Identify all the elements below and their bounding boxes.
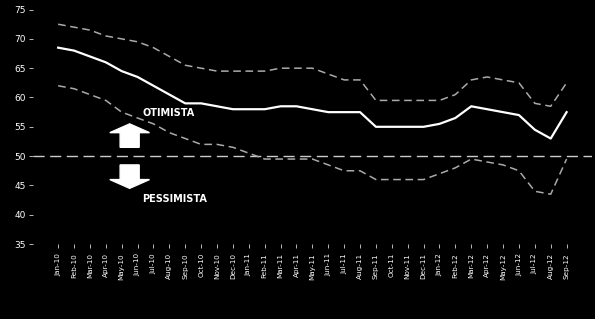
Text: PESSIMISTA: PESSIMISTA (142, 194, 207, 204)
Text: OTIMISTA: OTIMISTA (142, 108, 195, 118)
FancyArrow shape (110, 124, 149, 147)
FancyArrow shape (110, 165, 149, 188)
